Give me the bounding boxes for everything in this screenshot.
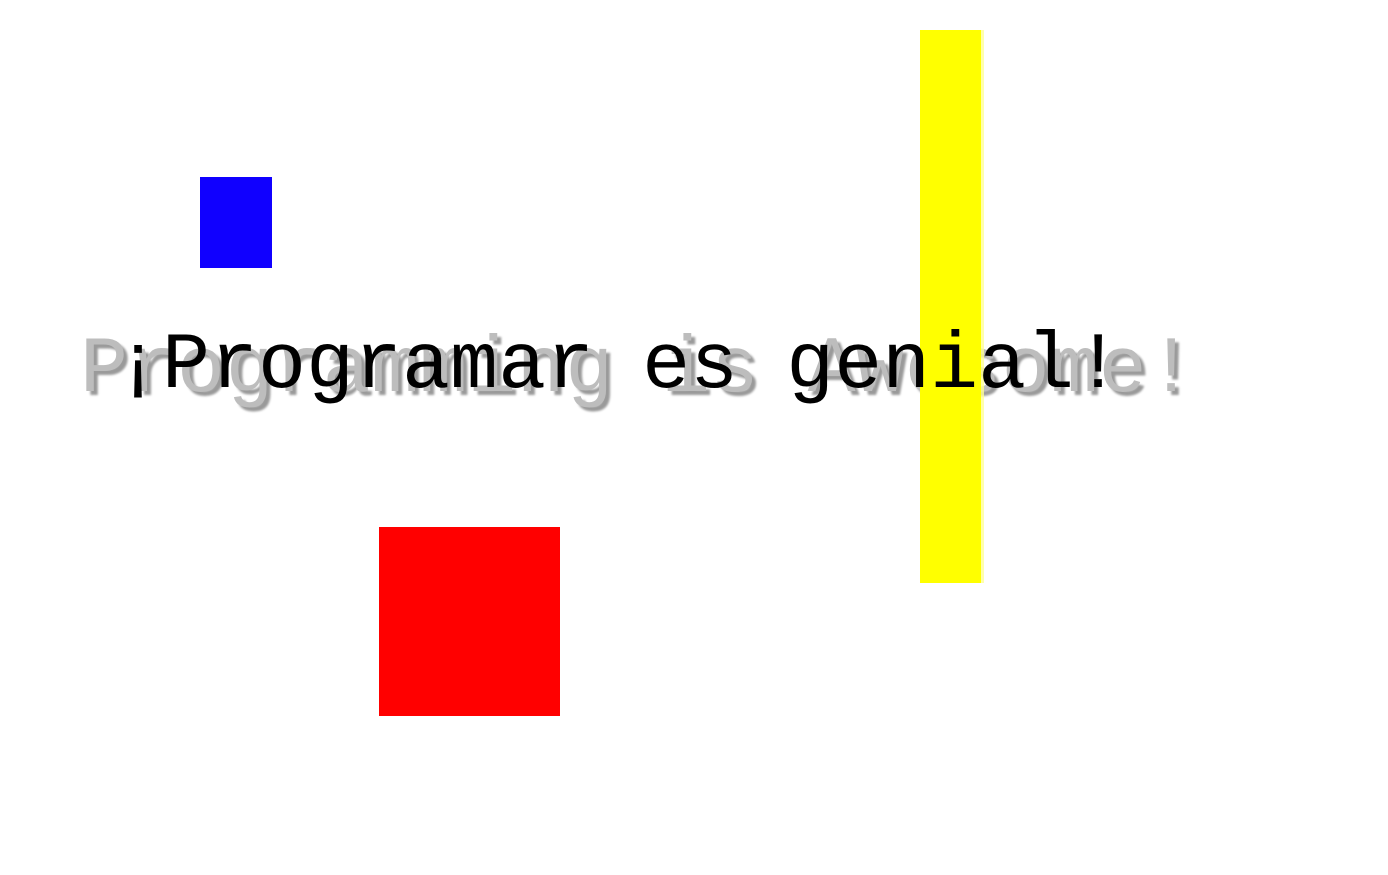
blue-rectangle bbox=[200, 177, 272, 268]
red-rectangle bbox=[379, 527, 560, 716]
background-shadow-text: Programming is Awesome! bbox=[80, 325, 1196, 416]
yellow-bar bbox=[920, 30, 981, 583]
main-text: ¡Programar es genial! bbox=[114, 321, 1123, 412]
